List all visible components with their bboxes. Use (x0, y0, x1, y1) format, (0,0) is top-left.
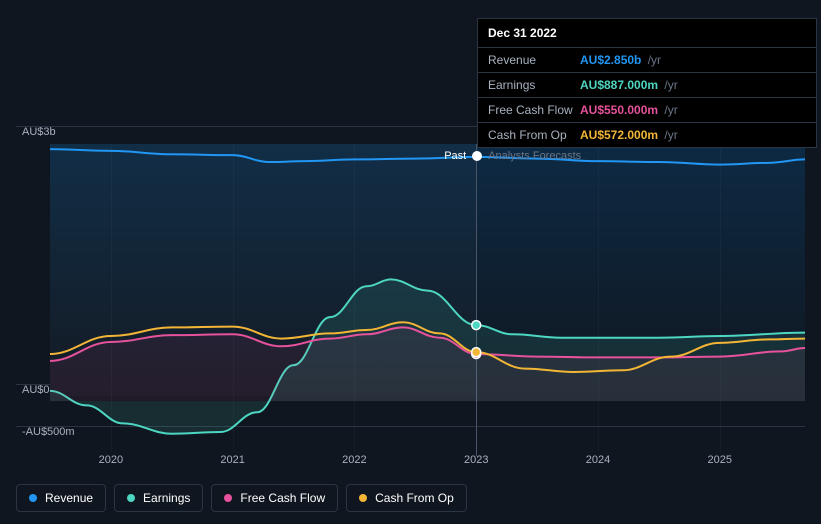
tooltip-row-label: Earnings (488, 78, 580, 92)
tooltip-row: RevenueAU$2.850b /yr (478, 48, 816, 73)
past-forecast-legend: Past Analysts Forecasts (444, 150, 581, 162)
series-marker-cfo (472, 348, 481, 357)
legend-button-cfo[interactable]: Cash From Op (346, 484, 467, 512)
financial-chart: Dec 31 2022 RevenueAU$2.850b /yrEarnings… (16, 0, 805, 524)
series-line-revenue (50, 149, 805, 164)
tooltip-row-value: AU$572.000m /yr (580, 128, 678, 142)
legend-label: Cash From Op (375, 491, 454, 505)
tooltip-date: Dec 31 2022 (478, 19, 816, 48)
legend-button-revenue[interactable]: Revenue (16, 484, 106, 512)
legend-label: Earnings (143, 491, 190, 505)
tooltip-row-label: Free Cash Flow (488, 103, 580, 117)
legend-button-fcf[interactable]: Free Cash Flow (211, 484, 338, 512)
legend-swatch-icon (127, 494, 135, 502)
tooltip-row: Free Cash FlowAU$550.000m /yr (478, 98, 816, 123)
forecast-label: Analysts Forecasts (488, 150, 581, 162)
legend-label: Revenue (45, 491, 93, 505)
tooltip-row-value: AU$2.850b /yr (580, 53, 661, 67)
chart-tooltip: Dec 31 2022 RevenueAU$2.850b /yrEarnings… (477, 18, 817, 148)
tooltip-row: EarningsAU$887.000m /yr (478, 73, 816, 98)
legend-button-earnings[interactable]: Earnings (114, 484, 203, 512)
legend-swatch-icon (224, 494, 232, 502)
split-marker-icon (472, 151, 482, 161)
legend-swatch-icon (359, 494, 367, 502)
chart-series (50, 144, 805, 456)
legend-label: Free Cash Flow (240, 491, 325, 505)
tooltip-row: Cash From OpAU$572.000m /yr (478, 123, 816, 147)
y-axis-label: AU$3b (22, 126, 56, 138)
past-label: Past (444, 150, 466, 162)
tooltip-row-label: Revenue (488, 53, 580, 67)
y-axis-label: AU$0 (22, 384, 50, 396)
tooltip-row-value: AU$887.000m /yr (580, 78, 678, 92)
legend-swatch-icon (29, 494, 37, 502)
tooltip-rows: RevenueAU$2.850b /yrEarningsAU$887.000m … (478, 48, 816, 147)
series-marker-earnings (472, 321, 481, 330)
tooltip-row-value: AU$550.000m /yr (580, 103, 678, 117)
legend-buttons: Revenue Earnings Free Cash Flow Cash From O… (16, 484, 467, 512)
tooltip-row-label: Cash From Op (488, 128, 580, 142)
